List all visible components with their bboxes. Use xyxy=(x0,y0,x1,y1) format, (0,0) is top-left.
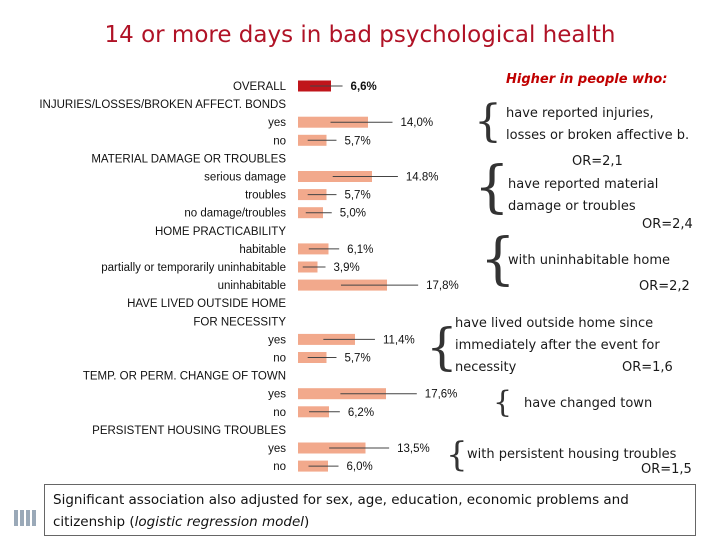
footnote-close: ) xyxy=(304,514,310,530)
footnote-text: Significant association also adjusted fo… xyxy=(53,492,629,530)
value-label: 14,0% xyxy=(401,117,434,129)
row-label: OVERALL xyxy=(233,81,287,93)
value-label: 3,9% xyxy=(334,262,360,274)
category-header: FOR NECESSITY xyxy=(193,316,286,328)
row-label: habitable xyxy=(239,244,286,256)
row-label: no xyxy=(273,135,286,147)
footnote-box: Significant association also adjusted fo… xyxy=(44,484,696,536)
row-label: no xyxy=(273,461,286,473)
annotation-injuries-or: OR=2,1 xyxy=(572,154,623,169)
row-label: yes xyxy=(268,117,286,129)
annotation-lived-outside-text: have lived outside home since immediatel… xyxy=(455,316,660,375)
annotation-housing-troubles-or: OR=1,5 xyxy=(641,462,692,477)
brace-lived-outside: { xyxy=(426,318,458,376)
annotation-material-text: have reported material damage or trouble… xyxy=(508,177,659,214)
value-label: 17,6% xyxy=(425,389,458,401)
category-header: MATERIAL DAMAGE OR TROUBLES xyxy=(91,153,286,165)
value-label: 14.8% xyxy=(406,172,439,184)
annotation-changed-town-text: have changed town xyxy=(524,396,653,411)
category-header: INJURIES/LOSSES/BROKEN AFFECT. BONDS xyxy=(39,99,286,111)
brace-material: { xyxy=(474,155,510,220)
category-header: HAVE LIVED OUTSIDE HOME xyxy=(127,298,286,310)
value-label: 5,0% xyxy=(340,208,366,220)
annotation-material-or: OR=2,4 xyxy=(642,217,693,232)
annotation-housing-troubles-text: with persistent housing troubles xyxy=(467,447,677,462)
brace-housing-troubles: { xyxy=(446,435,468,475)
chart-title: 14 or more days in bad psychological hea… xyxy=(104,22,616,48)
value-label: 6,1% xyxy=(347,244,373,256)
value-label: 13,5% xyxy=(397,443,430,455)
value-label: 11,4% xyxy=(383,334,415,346)
row-label: yes xyxy=(268,334,286,346)
footnote-italic: logistic regression model xyxy=(134,514,305,530)
row-label: yes xyxy=(268,389,286,401)
category-header: HOME PRACTICABILITY xyxy=(155,226,286,238)
row-label: troubles xyxy=(245,190,286,202)
row-label: yes xyxy=(268,443,286,455)
value-label: 5,7% xyxy=(344,353,370,365)
value-label: 5,7% xyxy=(344,135,370,147)
annotation-uninhabitable-or: OR=2,2 xyxy=(639,279,690,294)
annotation-heading: Higher in people who: xyxy=(506,72,668,87)
brace-uninhabitable: { xyxy=(480,227,516,292)
row-label: no damage/troubles xyxy=(184,208,286,220)
annotation-uninhabitable-text: with uninhabitable home xyxy=(508,253,671,268)
logo-left xyxy=(14,510,36,526)
annotation-lived-outside-or: OR=1,6 xyxy=(622,360,673,375)
row-label: uninhabitable xyxy=(218,280,286,292)
value-label: 6,6% xyxy=(351,81,377,93)
value-label: 5,7% xyxy=(344,190,370,202)
brace-changed-town: { xyxy=(493,385,513,420)
row-label: serious damage xyxy=(204,172,286,184)
row-label: partially or temporarily uninhabitable xyxy=(101,262,286,274)
value-label: 17,8% xyxy=(426,280,459,292)
value-label: 6,2% xyxy=(348,407,374,419)
row-label: no xyxy=(273,407,286,419)
row-label: no xyxy=(273,353,286,365)
brace-injuries: { xyxy=(474,96,502,147)
category-header: PERSISTENT HOUSING TROUBLES xyxy=(92,425,286,437)
annotation-injuries-text: have reported injuries, losses or broken… xyxy=(506,106,690,143)
category-header: TEMP. OR PERM. CHANGE OF TOWN xyxy=(83,371,286,383)
value-label: 6,0% xyxy=(347,461,373,473)
